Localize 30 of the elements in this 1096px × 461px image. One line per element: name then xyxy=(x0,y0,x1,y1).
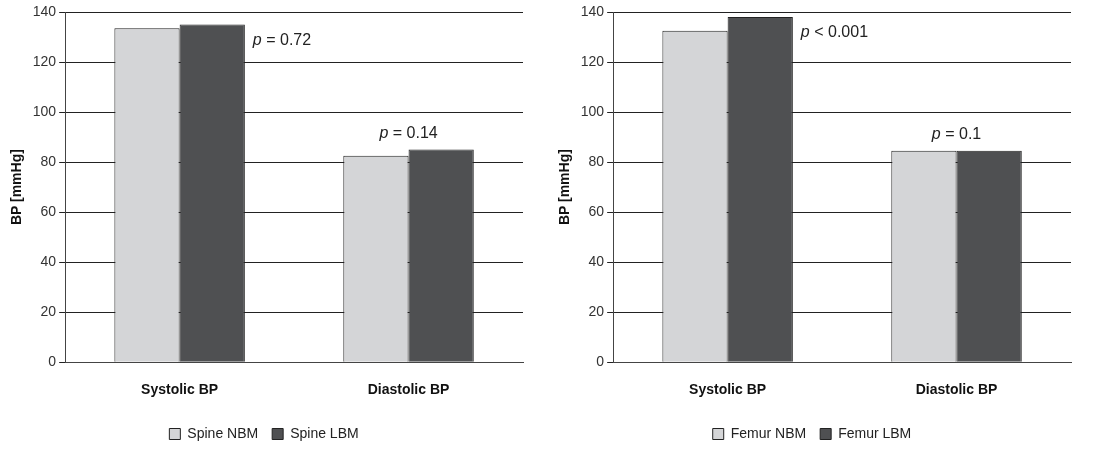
legend-label: Femur LBM xyxy=(838,424,912,441)
x-tick-label: Systolic BP xyxy=(689,381,767,398)
y-tick-label: 140 xyxy=(580,2,605,19)
y-tick-label: 100 xyxy=(580,102,605,119)
x-tick-label: Diastolic BP xyxy=(915,381,998,398)
annotation: p = 0.1 xyxy=(930,125,982,143)
y-tick-label: 0 xyxy=(48,353,57,370)
y-axis-title: BP [mmHg] xyxy=(8,149,25,226)
legend-label: Femur NBM xyxy=(730,424,807,441)
y-tick-label: 20 xyxy=(40,303,57,320)
legend-label: Spine NBM xyxy=(187,424,259,441)
y-tick-label: 120 xyxy=(32,52,57,69)
annotation: p = 0.72 xyxy=(251,30,312,48)
y-tick-label: 60 xyxy=(40,202,57,219)
y-tick-label: 80 xyxy=(588,152,605,169)
y-tick-label: 100 xyxy=(32,102,57,119)
x-tick-label: Systolic BP xyxy=(141,381,219,398)
legend-label: Spine LBM xyxy=(290,424,359,441)
y-tick-label: 80 xyxy=(40,152,57,169)
annotation: p = 0.14 xyxy=(378,123,438,142)
y-tick-label: 40 xyxy=(40,253,57,269)
y-tick-label: 60 xyxy=(588,202,605,219)
annotation: p < 0.001 xyxy=(799,23,869,41)
y-tick-label: 140 xyxy=(32,2,57,19)
y-tick-label: 20 xyxy=(588,303,605,320)
y-axis-title: BP [mmHg] xyxy=(556,149,573,226)
y-tick-label: 40 xyxy=(588,253,605,269)
y-tick-label: 120 xyxy=(580,52,605,69)
x-tick-label: Diastolic BP xyxy=(367,381,450,398)
y-tick-label: 0 xyxy=(596,353,605,370)
